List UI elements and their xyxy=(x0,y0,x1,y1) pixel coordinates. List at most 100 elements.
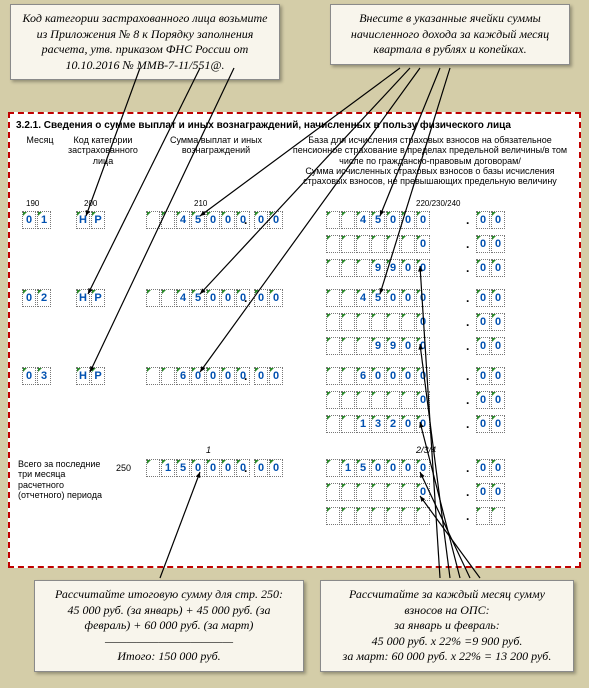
decimal-dot: . xyxy=(466,339,469,353)
cell: 0 xyxy=(491,289,505,307)
cell: 0 xyxy=(22,367,36,385)
cell xyxy=(341,289,355,307)
cell xyxy=(326,415,340,433)
cell: 0 xyxy=(221,367,235,385)
callout-text: Внесите в указанные ячейки суммы начисле… xyxy=(351,11,549,56)
cell xyxy=(371,483,385,501)
marker-234: 2/3/4 xyxy=(416,445,436,455)
cell xyxy=(416,507,430,525)
cell: 0 xyxy=(386,367,400,385)
cell: 1 xyxy=(356,415,370,433)
cell xyxy=(146,289,160,307)
cell: 4 xyxy=(356,289,370,307)
cell: 0 xyxy=(416,483,430,501)
cell xyxy=(371,507,385,525)
cell xyxy=(401,507,415,525)
cell: 0 xyxy=(476,415,490,433)
cell xyxy=(356,313,370,331)
cell xyxy=(161,367,175,385)
data-row: 0.00 xyxy=(16,313,573,335)
cell xyxy=(341,507,355,525)
cell: Р xyxy=(91,367,105,385)
marker-1: 1 xyxy=(206,445,211,455)
cell: 4 xyxy=(176,289,190,307)
cell: 0 xyxy=(476,483,490,501)
cell: 5 xyxy=(191,289,205,307)
cell xyxy=(386,313,400,331)
cell: 0 xyxy=(476,391,490,409)
decimal-dot: . xyxy=(466,461,469,475)
cell: 5 xyxy=(191,211,205,229)
cell xyxy=(356,483,370,501)
section-title: 3.2.1. Сведения о сумме выплат и иных во… xyxy=(16,120,573,131)
form-section: 3.2.1. Сведения о сумме выплат и иных во… xyxy=(8,112,581,568)
cell: 0 xyxy=(221,459,235,477)
cell xyxy=(161,289,175,307)
cell xyxy=(326,337,340,355)
cell: 0 xyxy=(401,415,415,433)
cell xyxy=(341,235,355,253)
cell xyxy=(326,459,340,477)
cell xyxy=(356,507,370,525)
cell: 4 xyxy=(356,211,370,229)
decimal-dot: . xyxy=(244,461,247,475)
cell xyxy=(326,507,340,525)
cell: 0 xyxy=(476,289,490,307)
cell xyxy=(146,367,160,385)
cell xyxy=(356,337,370,355)
cell xyxy=(341,391,355,409)
cell: 0 xyxy=(416,337,430,355)
total-row: 0.00 xyxy=(16,483,573,505)
decimal-dot: . xyxy=(466,213,469,227)
total-row: . xyxy=(16,507,573,529)
cell: 0 xyxy=(206,459,220,477)
cell xyxy=(341,313,355,331)
cell: 0 xyxy=(416,235,430,253)
cell: 0 xyxy=(476,459,490,477)
cell: 5 xyxy=(176,459,190,477)
cell xyxy=(401,483,415,501)
cell xyxy=(386,507,400,525)
cell xyxy=(341,211,355,229)
total-host: 12/3/4Всего за последние три месяца расч… xyxy=(16,445,573,529)
decimal-dot: . xyxy=(244,369,247,383)
cell xyxy=(326,235,340,253)
cell: 0 xyxy=(269,367,283,385)
cell: 9 xyxy=(386,259,400,277)
cell: 0 xyxy=(269,459,283,477)
cell: 0 xyxy=(491,483,505,501)
cell: 0 xyxy=(416,313,430,331)
cell: 0 xyxy=(254,459,268,477)
header-sum: Сумма выплат и иных вознаграждений xyxy=(156,135,276,156)
cell xyxy=(326,211,340,229)
cell: 0 xyxy=(491,415,505,433)
cell: 0 xyxy=(401,259,415,277)
callout-top-right: Внесите в указанные ячейки суммы начисле… xyxy=(330,4,570,65)
cell: 0 xyxy=(206,367,220,385)
cell: 0 xyxy=(269,211,283,229)
cell: 0 xyxy=(491,391,505,409)
cell: 0 xyxy=(491,367,505,385)
data-row: 02НР45000.0045000.00 xyxy=(16,289,573,311)
code-220: 220/230/240 xyxy=(416,199,461,208)
cell: 0 xyxy=(221,289,235,307)
cell: 0 xyxy=(491,459,505,477)
cell: 5 xyxy=(371,289,385,307)
cell: 2 xyxy=(386,415,400,433)
cell: 5 xyxy=(356,459,370,477)
cell: 0 xyxy=(476,313,490,331)
cell: 0 xyxy=(206,289,220,307)
cell xyxy=(326,367,340,385)
cell xyxy=(386,235,400,253)
cell: 5 xyxy=(371,211,385,229)
cell: 0 xyxy=(269,289,283,307)
callout-text: Рассчитайте за каждый месяц сумму взносо… xyxy=(343,587,552,663)
data-row: 13200.00 xyxy=(16,415,573,437)
cell: 0 xyxy=(476,367,490,385)
cell xyxy=(386,483,400,501)
callout-text: Код категории застрахованного лица возьм… xyxy=(23,11,268,72)
cell: 0 xyxy=(22,211,36,229)
cell: 0 xyxy=(491,259,505,277)
data-row: 0.00 xyxy=(16,391,573,413)
cell: 0 xyxy=(416,459,430,477)
